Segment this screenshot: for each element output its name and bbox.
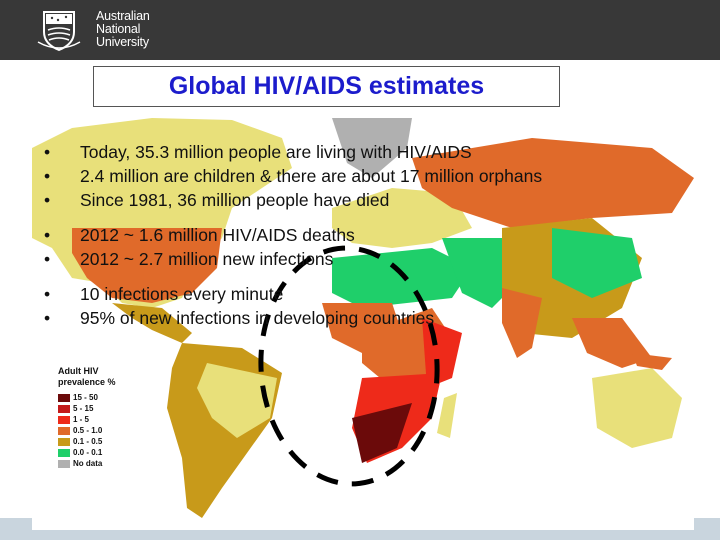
legend-label: 0.0 - 0.1 [73, 448, 103, 457]
legend-swatch [58, 437, 70, 446]
logo-line-3: University [96, 35, 149, 49]
footer-inner [32, 518, 694, 530]
bullet-marker: • [44, 142, 51, 162]
legend-swatch [58, 415, 70, 424]
page-title: Global HIV/AIDS estimates [168, 72, 485, 100]
legend-title-line-2: prevalence % [58, 377, 116, 387]
map-greenland [332, 118, 412, 178]
map-png [632, 353, 672, 370]
map-china [552, 228, 642, 298]
bullet-item: • Today, 35.3 million people are living w… [44, 140, 542, 164]
legend-item: 1 - 5 [58, 414, 116, 425]
map-usa [72, 228, 222, 303]
map-southeast-asia [572, 318, 652, 368]
legend-swatch [58, 459, 70, 468]
map-brazil [197, 363, 277, 438]
university-name: Australian National University [96, 10, 150, 49]
legend-swatch [58, 448, 70, 457]
bullet-text: 10 infections every minute [80, 284, 284, 304]
bullet-group-2: • 2012 ~ 1.6 million HIV/AIDS deaths • 201… [44, 223, 542, 271]
bullet-marker: • [44, 249, 51, 269]
bullet-marker: • [44, 308, 51, 328]
bullet-item: • 2012 ~ 1.6 million HIV/AIDS deaths [44, 223, 542, 247]
legend-item: 0.1 - 0.5 [58, 436, 116, 447]
map-legend: Adult HIV prevalence % 15 - 50 5 - 15 1 … [58, 366, 116, 469]
map-south-africa-high [352, 403, 412, 463]
bullet-marker: • [44, 190, 51, 210]
logo-line-2: National [96, 22, 141, 36]
map-australia [592, 368, 682, 448]
africa-highlight-ellipse [258, 245, 440, 487]
legend-label: No data [73, 459, 103, 468]
map-central-america [112, 303, 192, 343]
bullet-marker: • [44, 166, 51, 186]
legend-label: 5 - 15 [73, 404, 94, 413]
map-north-africa [332, 248, 472, 308]
legend-label: 1 - 5 [73, 415, 90, 424]
bullet-item: • 95% of new infections in developing cou… [44, 306, 542, 330]
legend-item: 0.0 - 0.1 [58, 447, 116, 458]
map-india [502, 288, 542, 358]
bullet-marker: • [44, 225, 51, 245]
bullet-text: Today, 35.3 million people are living wi… [80, 142, 472, 162]
logo-line-1: Australian [96, 9, 150, 23]
legend-item: 5 - 15 [58, 403, 116, 414]
legend-swatch [58, 393, 70, 402]
footer-bar [0, 518, 720, 540]
bullet-text: 2012 ~ 1.6 million HIV/AIDS deaths [80, 225, 355, 245]
bullet-item: • Since 1981, 36 million people have died [44, 188, 542, 212]
bullet-text: 95% of new infections in developing coun… [80, 308, 435, 328]
bullet-list: • Today, 35.3 million people are living w… [44, 140, 542, 341]
bullet-item: • 10 infections every minute [44, 282, 542, 306]
legend-title-line-1: Adult HIV [58, 366, 99, 376]
university-crest-icon [37, 11, 81, 52]
legend-item: No data [58, 458, 116, 469]
legend-item: 0.5 - 1.0 [58, 425, 116, 436]
bullet-text: 2012 ~ 2.7 million new infections [80, 249, 334, 269]
legend-label: 15 - 50 [73, 393, 98, 402]
world-hiv-prevalence-map [32, 118, 694, 518]
bullet-text: 2.4 million are children & there are abo… [80, 166, 543, 186]
bullet-item: • 2.4 million are children & there are ab… [44, 164, 542, 188]
map-madagascar [437, 393, 457, 438]
legend-label: 0.1 - 0.5 [73, 437, 103, 446]
map-europe [332, 188, 472, 248]
legend-title: Adult HIV prevalence % [58, 366, 116, 388]
title-box: Global HIV/AIDS estimates [93, 66, 560, 107]
legend-swatch [58, 404, 70, 413]
bullet-marker: • [44, 284, 51, 304]
legend-label: 0.5 - 1.0 [73, 426, 103, 435]
bullet-text: Since 1981, 36 million people have died [80, 190, 390, 210]
bullet-item: • 2012 ~ 2.7 million new infections [44, 247, 542, 271]
legend-item: 15 - 50 [58, 392, 116, 403]
map-russia [412, 138, 694, 228]
header-bar: Australian National University [0, 0, 720, 60]
bullet-group-3: • 10 infections every minute • 95% of new … [44, 282, 542, 330]
legend-swatch [58, 426, 70, 435]
bullet-group-1: • Today, 35.3 million people are living w… [44, 140, 542, 212]
